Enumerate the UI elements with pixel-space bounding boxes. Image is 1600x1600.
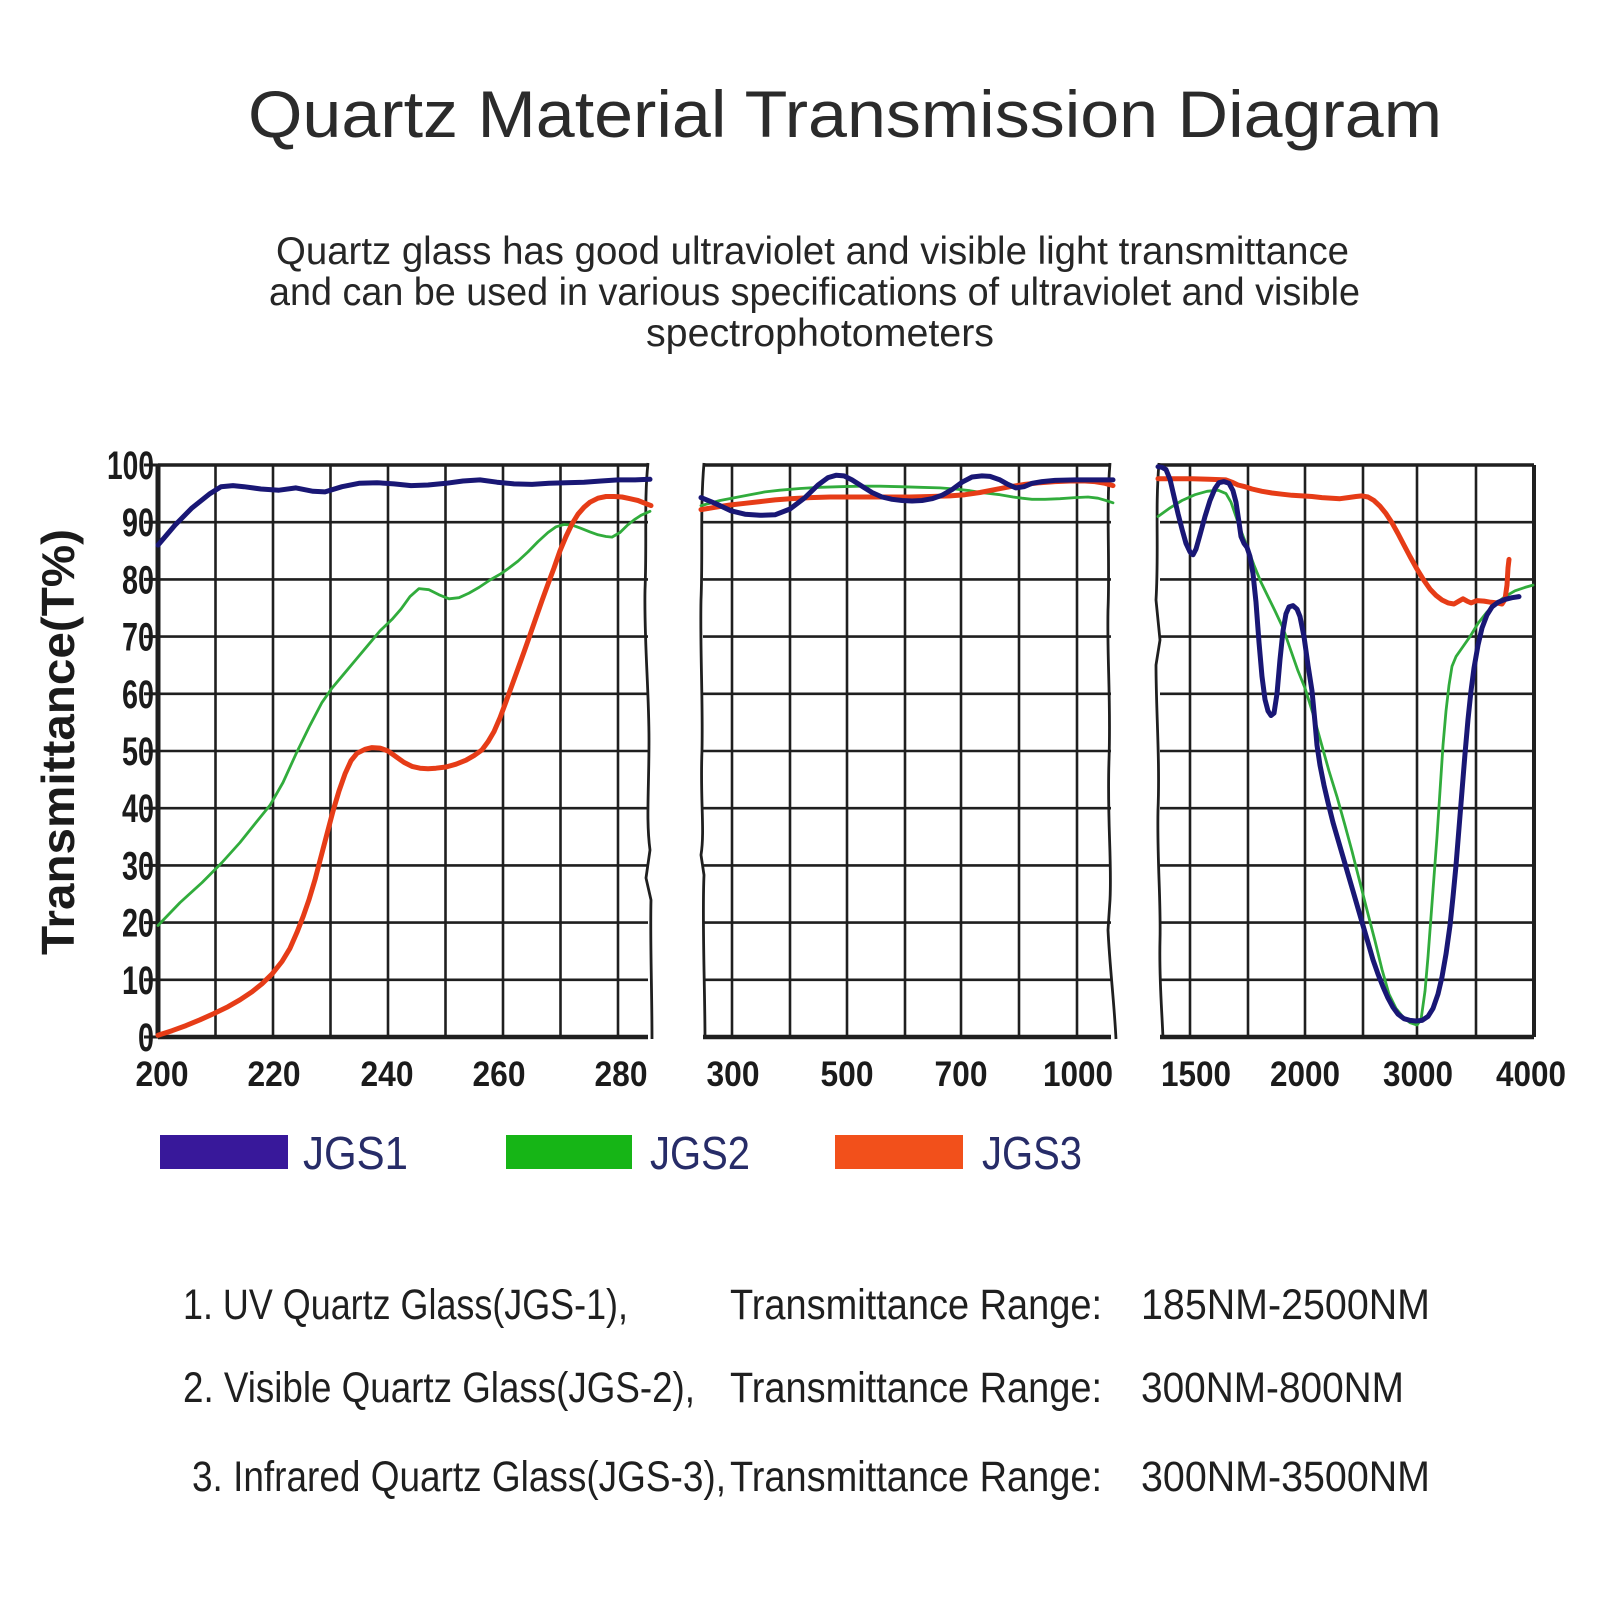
svg-text:Transmittance Range:: Transmittance Range: <box>730 1364 1102 1412</box>
svg-text:300: 300 <box>707 1055 760 1094</box>
svg-text:1. UV Quartz Glass(JGS-1),: 1. UV Quartz Glass(JGS-1), <box>183 1281 628 1329</box>
svg-text:Transmittance Range:: Transmittance Range: <box>730 1281 1102 1329</box>
svg-text:3000: 3000 <box>1383 1055 1453 1094</box>
svg-text:10: 10 <box>122 959 154 1003</box>
svg-text:500: 500 <box>821 1055 874 1094</box>
svg-text:70: 70 <box>122 616 154 660</box>
svg-text:100: 100 <box>107 444 154 488</box>
svg-text:2000: 2000 <box>1270 1055 1340 1094</box>
svg-text:JGS2: JGS2 <box>650 1127 750 1179</box>
svg-text:1500: 1500 <box>1161 1055 1231 1094</box>
svg-text:300NM-800NM: 300NM-800NM <box>1141 1364 1404 1412</box>
svg-text:3. Infrared Quartz Glass(JGS-3: 3. Infrared Quartz Glass(JGS-3), <box>192 1453 726 1501</box>
svg-text:220: 220 <box>248 1055 301 1094</box>
svg-text:185NM-2500NM: 185NM-2500NM <box>1141 1281 1430 1329</box>
svg-text:spectrophotometers: spectrophotometers <box>646 312 994 355</box>
svg-text:Transmittance(T%): Transmittance(T%) <box>32 529 84 955</box>
svg-text:Quartz Material Transmission D: Quartz Material Transmission Diagram <box>248 77 1442 151</box>
svg-text:240: 240 <box>361 1055 414 1094</box>
svg-text:20: 20 <box>122 902 154 946</box>
svg-text:300NM-3500NM: 300NM-3500NM <box>1141 1453 1430 1501</box>
svg-text:30: 30 <box>122 844 154 888</box>
svg-text:260: 260 <box>473 1055 526 1094</box>
svg-text:Quartz glass has good ultravio: Quartz glass has good ultraviolet and vi… <box>276 230 1349 273</box>
svg-text:2. Visible Quartz Glass(JGS-2): 2. Visible Quartz Glass(JGS-2), <box>183 1364 695 1412</box>
svg-text:40: 40 <box>122 787 154 831</box>
svg-text:4000: 4000 <box>1496 1055 1566 1094</box>
svg-text:280: 280 <box>595 1055 648 1094</box>
svg-text:90: 90 <box>122 501 154 545</box>
svg-text:and can be used in various spe: and can be used in various specification… <box>269 271 1360 314</box>
svg-text:JGS1: JGS1 <box>303 1127 408 1179</box>
svg-text:60: 60 <box>122 673 154 717</box>
svg-text:JGS3: JGS3 <box>982 1127 1082 1179</box>
svg-text:Transmittance Range:: Transmittance Range: <box>730 1453 1102 1501</box>
svg-text:0: 0 <box>138 1016 154 1060</box>
svg-text:1000: 1000 <box>1043 1055 1113 1094</box>
svg-text:50: 50 <box>122 730 154 774</box>
svg-text:200: 200 <box>136 1055 189 1094</box>
svg-text:700: 700 <box>935 1055 988 1094</box>
svg-text:80: 80 <box>122 558 154 602</box>
